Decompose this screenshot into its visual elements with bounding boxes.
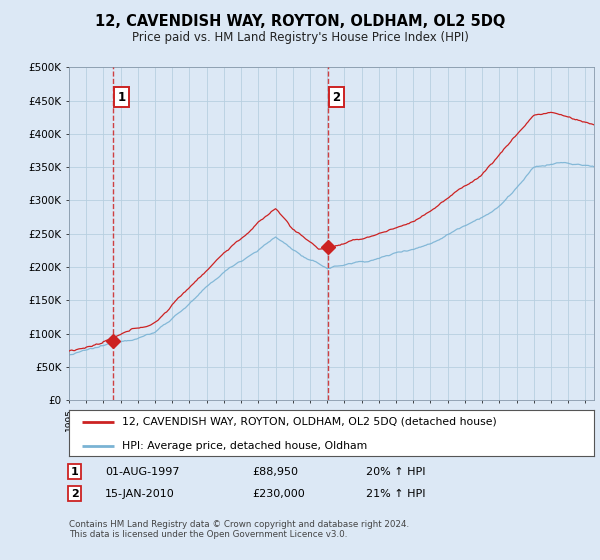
Text: 15-JAN-2010: 15-JAN-2010 xyxy=(105,489,175,499)
Text: 2: 2 xyxy=(332,91,340,104)
Text: 12, CAVENDISH WAY, ROYTON, OLDHAM, OL2 5DQ (detached house): 12, CAVENDISH WAY, ROYTON, OLDHAM, OL2 5… xyxy=(121,417,496,427)
Text: HPI: Average price, detached house, Oldham: HPI: Average price, detached house, Oldh… xyxy=(121,441,367,451)
Text: 1: 1 xyxy=(71,466,79,477)
Text: 21% ↑ HPI: 21% ↑ HPI xyxy=(366,489,425,499)
Text: 1: 1 xyxy=(118,91,126,104)
Text: £230,000: £230,000 xyxy=(252,489,305,499)
Text: 20% ↑ HPI: 20% ↑ HPI xyxy=(366,466,425,477)
Text: 12, CAVENDISH WAY, ROYTON, OLDHAM, OL2 5DQ: 12, CAVENDISH WAY, ROYTON, OLDHAM, OL2 5… xyxy=(95,14,505,29)
Text: 01-AUG-1997: 01-AUG-1997 xyxy=(105,466,179,477)
Text: Contains HM Land Registry data © Crown copyright and database right 2024.
This d: Contains HM Land Registry data © Crown c… xyxy=(69,520,409,539)
Text: £88,950: £88,950 xyxy=(252,466,298,477)
Text: Price paid vs. HM Land Registry's House Price Index (HPI): Price paid vs. HM Land Registry's House … xyxy=(131,31,469,44)
Text: 2: 2 xyxy=(71,489,79,499)
